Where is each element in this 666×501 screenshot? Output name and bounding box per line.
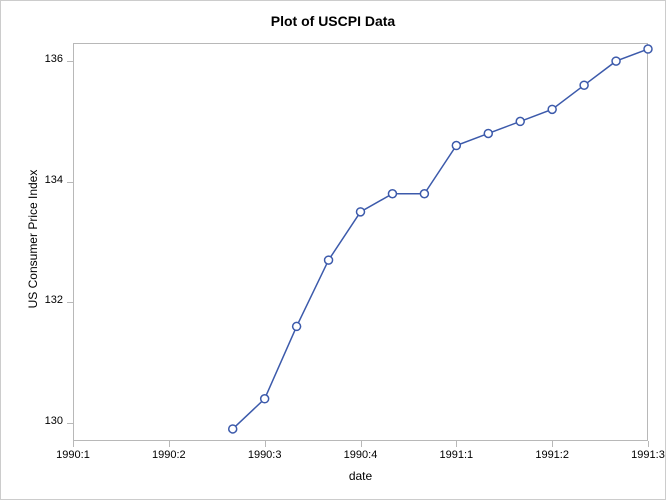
x-tick bbox=[648, 441, 649, 447]
y-tick-label: 136 bbox=[27, 53, 63, 65]
x-tick-label: 1991:3 bbox=[618, 449, 666, 461]
x-tick-label: 1990:3 bbox=[235, 449, 295, 461]
x-tick bbox=[552, 441, 553, 447]
x-tick bbox=[73, 441, 74, 447]
x-axis-label: date bbox=[73, 469, 648, 483]
y-tick-label: 134 bbox=[27, 174, 63, 186]
plot-area bbox=[73, 43, 648, 441]
chart-container: Plot of USCPI Data US Consumer Price Ind… bbox=[0, 0, 666, 500]
x-tick bbox=[456, 441, 457, 447]
chart-title: Plot of USCPI Data bbox=[1, 1, 665, 29]
x-tick bbox=[265, 441, 266, 447]
y-tick-label: 130 bbox=[27, 415, 63, 427]
x-tick-label: 1991:1 bbox=[426, 449, 486, 461]
y-tick bbox=[67, 61, 73, 62]
x-tick bbox=[169, 441, 170, 447]
x-tick-label: 1990:1 bbox=[43, 449, 103, 461]
y-tick bbox=[67, 302, 73, 303]
x-tick bbox=[361, 441, 362, 447]
x-tick-label: 1990:2 bbox=[139, 449, 199, 461]
y-tick bbox=[67, 423, 73, 424]
y-tick-label: 132 bbox=[27, 294, 63, 306]
y-tick bbox=[67, 182, 73, 183]
x-tick-label: 1990:4 bbox=[331, 449, 391, 461]
x-tick-label: 1991:2 bbox=[522, 449, 582, 461]
